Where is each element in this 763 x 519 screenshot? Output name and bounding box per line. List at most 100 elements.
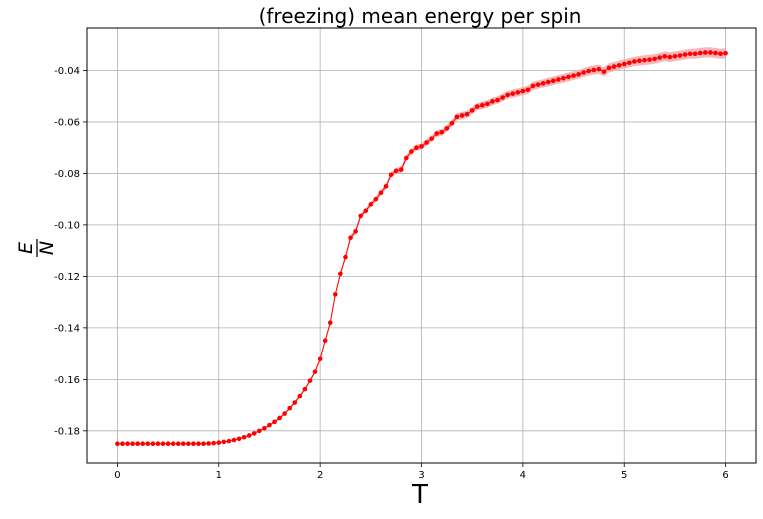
x-axis-label: T	[411, 480, 428, 510]
data-point	[662, 54, 668, 59]
data-point	[510, 91, 516, 96]
data-point	[297, 393, 303, 399]
x-tick-label: 5	[621, 470, 627, 481]
data-point	[287, 405, 293, 411]
data-point	[550, 78, 556, 84]
data-point	[292, 400, 298, 405]
y-tick-label: -0.18	[54, 426, 80, 437]
data-point	[348, 235, 353, 241]
data-point	[611, 64, 617, 69]
data-point	[677, 53, 683, 58]
data-point	[474, 104, 480, 109]
data-point	[713, 50, 718, 56]
data-point	[723, 50, 728, 56]
data-point	[302, 386, 308, 392]
data-point	[186, 441, 191, 447]
data-point	[464, 111, 470, 117]
y-tick-label: -0.10	[54, 220, 80, 231]
data-point	[216, 440, 222, 445]
data-point	[434, 131, 440, 136]
y-axis-label: E N	[15, 239, 58, 257]
data-point	[282, 411, 287, 416]
data-point	[606, 65, 612, 71]
data-point	[145, 441, 151, 447]
data-point	[226, 438, 232, 444]
data-point	[175, 441, 181, 447]
data-point	[647, 57, 652, 62]
data-point	[459, 113, 465, 118]
data-point	[241, 434, 247, 440]
data-point	[150, 441, 156, 447]
data-point	[130, 441, 135, 447]
x-tick-label: 0	[114, 470, 120, 481]
data-point	[439, 129, 445, 135]
data-point	[525, 87, 531, 93]
data-point	[312, 369, 318, 374]
data-point	[272, 419, 277, 425]
y-axis-label-denominator: N	[36, 241, 58, 255]
data-point	[545, 79, 551, 85]
data-point	[556, 77, 561, 82]
data-point	[398, 167, 404, 172]
data-point	[718, 51, 723, 57]
data-point	[251, 431, 257, 436]
data-point	[566, 74, 571, 80]
axis-ticks: 0 1 2 3 4 5 6 -0.18 -0.16 -0.14 -0.12 -0.10 -0.08 -0.…	[54, 66, 729, 481]
data-point	[155, 441, 161, 447]
y-tick-label: -0.04	[54, 66, 80, 77]
data-point	[682, 52, 688, 57]
x-tick-label: 6	[722, 470, 728, 481]
data-point	[485, 101, 490, 107]
data-point	[363, 208, 369, 214]
data-points	[115, 50, 728, 447]
data-point	[115, 441, 120, 447]
data-point	[383, 184, 389, 189]
data-point	[444, 126, 450, 131]
x-tick-label: 3	[418, 470, 424, 481]
data-point	[469, 108, 475, 113]
y-axis-label-numerator: E	[15, 242, 37, 254]
data-point	[236, 436, 242, 442]
data-point	[378, 190, 384, 196]
data-point	[409, 149, 414, 154]
data-point	[571, 73, 576, 78]
data-point	[667, 54, 673, 60]
data-point	[343, 254, 348, 260]
data-point	[404, 155, 409, 161]
data-point	[201, 441, 206, 447]
data-point	[540, 81, 546, 86]
data-point	[191, 441, 196, 447]
data-point	[697, 50, 703, 56]
data-point	[333, 292, 338, 297]
chart-title: (freezing) mean energy per spin	[259, 4, 582, 28]
y-tick-label: -0.12	[54, 272, 80, 283]
data-point	[672, 54, 678, 59]
data-point	[520, 88, 526, 94]
data-point	[576, 72, 581, 77]
data-point	[637, 58, 642, 63]
data-point	[642, 57, 647, 63]
data-point	[581, 70, 586, 75]
data-point	[165, 441, 171, 447]
data-point	[327, 320, 333, 326]
data-point	[170, 441, 176, 447]
x-tick-label: 2	[317, 470, 323, 481]
data-point	[277, 415, 282, 421]
grid	[87, 28, 756, 463]
x-tick-label: 1	[216, 470, 222, 481]
data-point	[621, 61, 627, 67]
data-point	[500, 95, 505, 100]
data-point	[307, 378, 313, 383]
data-point	[449, 120, 455, 126]
data-point	[246, 433, 252, 438]
data-point	[505, 92, 510, 98]
data-point	[652, 56, 657, 62]
data-point	[211, 440, 216, 446]
data-point	[414, 145, 419, 150]
data-point	[687, 51, 693, 57]
data-point	[616, 63, 622, 68]
data-point	[353, 229, 358, 234]
data-point	[632, 59, 637, 64]
data-point	[454, 114, 460, 120]
